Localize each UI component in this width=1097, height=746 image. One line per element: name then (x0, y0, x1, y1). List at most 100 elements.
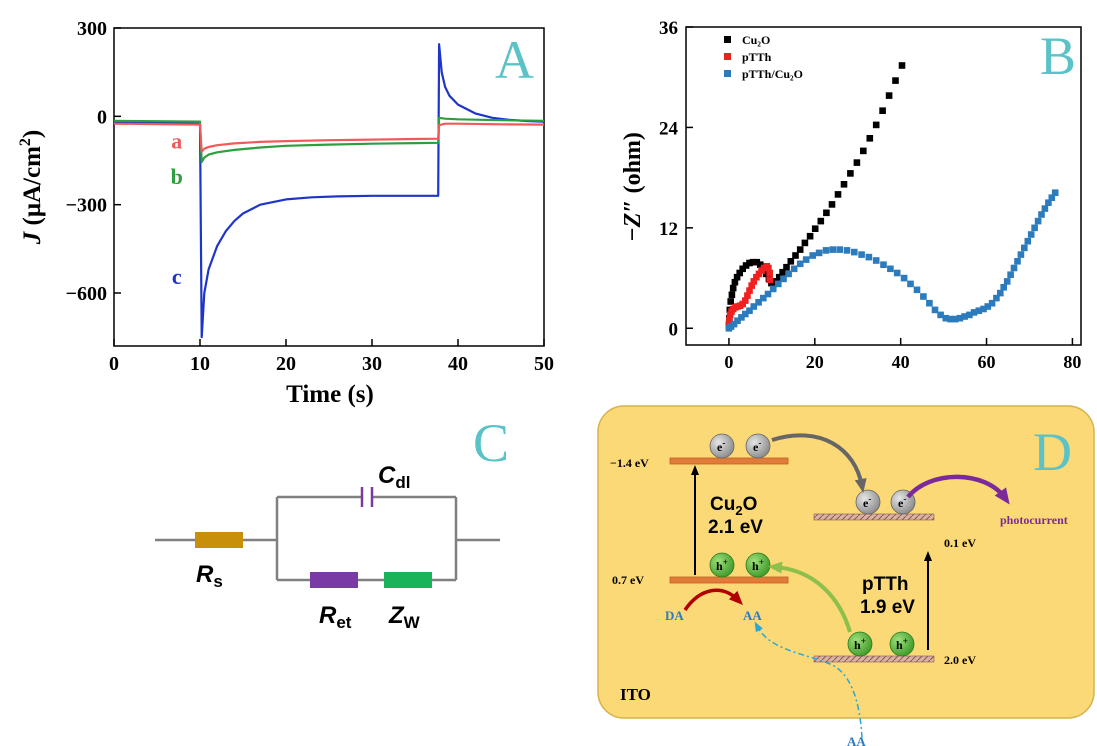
ptth-name: pTTh (862, 574, 908, 595)
panel-a-xlabel: Time (s) (286, 381, 374, 408)
legend-label-cu2o: Cu₂O (742, 33, 770, 47)
panel-a-ytick-label: −300 (66, 195, 107, 217)
panel-b-point (975, 307, 983, 314)
panel-b-point (847, 170, 854, 177)
ptth-gap: 1.9 eV (860, 597, 915, 618)
panel-b-ylabel-unit: (ohm) (620, 132, 646, 199)
panel-b-point (796, 246, 804, 253)
panel-b-point (790, 265, 798, 273)
panel-b-point (726, 311, 734, 319)
panel-b-xtick-label: 20 (806, 352, 824, 372)
panel-b-point (787, 258, 795, 265)
panel-b-point (1003, 278, 1011, 285)
panel-a-xtick-label: 0 (109, 353, 119, 375)
panel-b-point (815, 249, 823, 257)
cu2o-name: Cu2O (710, 494, 757, 518)
label-aa-bottom: AA (847, 734, 866, 746)
panel-b-point (1034, 217, 1042, 225)
panel-b-point (750, 278, 758, 285)
panel-b-point (1007, 271, 1014, 278)
panel-b-ytick-label: 36 (659, 18, 678, 39)
label-rs: Rs (196, 561, 223, 591)
svg-text:h+: h+ (752, 557, 764, 573)
panel-b-point (926, 299, 933, 307)
panel-b-point (834, 191, 842, 198)
panel-b-point (1051, 189, 1059, 196)
panel-c-equivalent-circuit: C Rs Cdl Ret ZW (155, 413, 509, 632)
panel-b-point (892, 77, 899, 84)
panel-b-point (853, 159, 861, 166)
panel-b-point (942, 314, 950, 322)
panel-a-xtick-label: 30 (362, 353, 382, 375)
resistor-rs (195, 532, 243, 548)
panel-b-point (744, 292, 751, 299)
panel-b-point (858, 251, 865, 258)
panel-b-point (828, 201, 836, 208)
panel-b-point (806, 232, 814, 240)
panel-b-point (750, 303, 758, 310)
panel-b-point (726, 316, 733, 324)
panel-d-energy-scheme: D −1.4 eV 0.7 eV 0.1 eV 2.0 eV Cu2O 2.1 … (597, 405, 1095, 746)
panel-b-point (1038, 211, 1045, 218)
panel-b-point (980, 305, 987, 313)
panel-a-curve-labels: ab c (171, 129, 183, 289)
panel-b-point (1014, 258, 1021, 265)
panel-b-xtick-label: 40 (892, 352, 910, 372)
panel-b-point (887, 265, 894, 273)
panel-b-point (809, 252, 816, 259)
panel-b-point (760, 294, 767, 302)
ito-substrate (597, 405, 1095, 719)
panel-a-curve-label-a: a (171, 129, 182, 154)
legend-label-ptth-cu2o: pTTh/Cu₂O (742, 67, 803, 81)
panel-b-point (801, 239, 809, 247)
cu2o-valence-band (669, 576, 789, 584)
panel-b-point (1031, 224, 1038, 232)
panel-b-xtick-label: 60 (978, 352, 996, 372)
panel-b-nyquist-chart: 0 20 40 60 80 0 12 24 36 −Z″ (ohm) Cu₂O pTTh pTT… (620, 18, 1082, 372)
level-cu2o-vb: 0.7 eV (612, 573, 644, 587)
panel-a-ylabel: J (μA/cm2) (17, 130, 46, 246)
hole-ball: h+ (745, 552, 771, 578)
panel-b-point (748, 282, 755, 289)
panel-c-letter: C (473, 413, 509, 473)
level-ptth-lumo: 0.1 eV (944, 536, 976, 550)
electron-ball: e- (855, 489, 881, 515)
svg-text:e-: e- (753, 438, 761, 454)
panel-b-point (783, 263, 790, 271)
panel-a-xtick-label: 20 (276, 353, 296, 375)
panel-b-point (1000, 284, 1007, 291)
panel-b-point (931, 306, 939, 314)
panel-b-point (1021, 244, 1028, 252)
panel-b-point (765, 264, 772, 272)
label-aa: AA (743, 608, 762, 623)
svg-text:−Z″ (ohm): −Z″ (ohm) (620, 132, 646, 242)
panel-b-point (1017, 251, 1025, 258)
panel-b-point (730, 320, 738, 328)
panel-b-point (727, 298, 734, 305)
panel-b-point (860, 147, 867, 155)
panel-b-ylabel-symbol: −Z″ (620, 199, 646, 241)
level-cu2o-cb: −1.4 eV (610, 456, 649, 470)
electron-transfer-arrow (771, 433, 867, 493)
panel-a-series-b (113, 116, 545, 164)
panel-b-point (764, 290, 772, 298)
svg-text:h+: h+ (896, 636, 908, 652)
panel-b-point (792, 252, 799, 259)
label-cdl: Cdl (378, 462, 410, 492)
panel-b-point (970, 309, 978, 316)
panel-b-xtick-label: 80 (1063, 352, 1081, 372)
panel-b-point (734, 317, 741, 324)
panel-b-point (993, 294, 1000, 302)
photocurrent-arrow (906, 474, 1010, 505)
resistor-ret (310, 572, 358, 588)
legend-marker-cu2o (724, 36, 731, 43)
svg-text:e-: e- (898, 494, 906, 510)
electron-ball: e- (745, 433, 771, 459)
panel-b-ticks: 0 20 40 60 80 0 12 24 36 (659, 18, 1081, 372)
svg-text:e-: e- (863, 494, 871, 510)
panel-b-point (746, 307, 753, 314)
panel-b-point (729, 284, 737, 292)
panel-b-point (893, 269, 901, 277)
legend-marker-ptth-cu2o (724, 70, 731, 77)
